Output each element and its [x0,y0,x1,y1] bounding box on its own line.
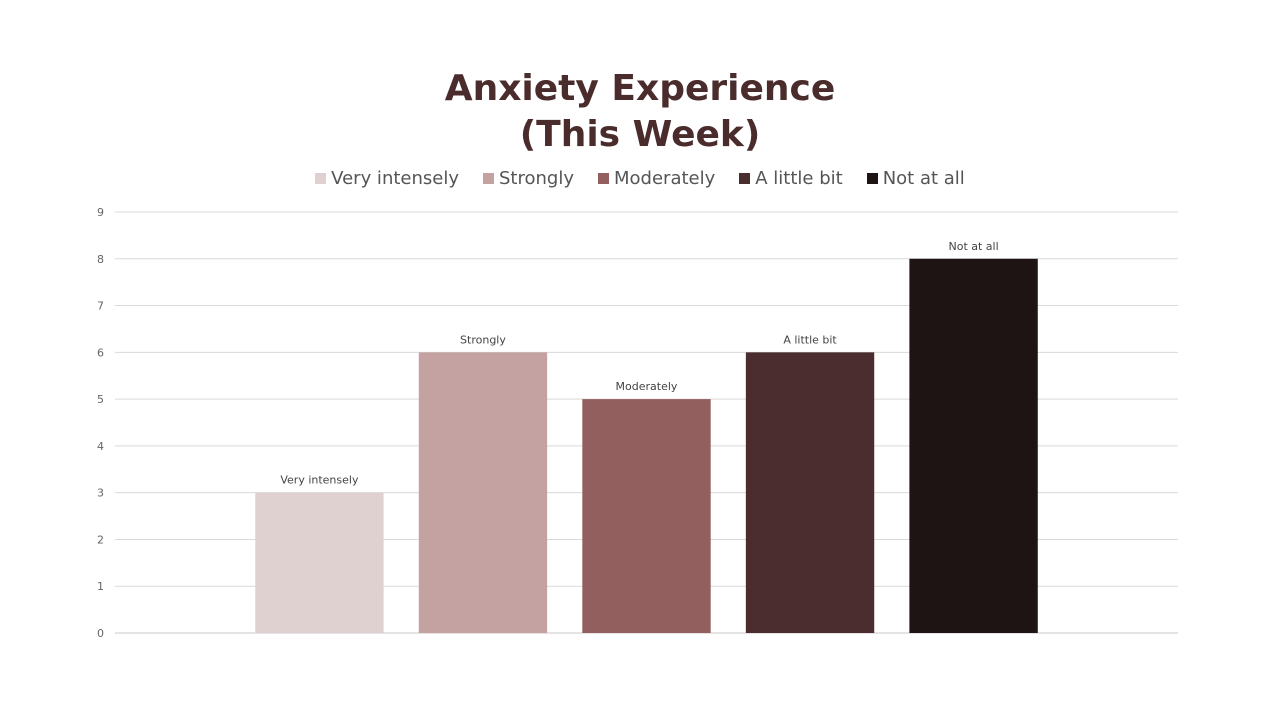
data-label: A little bit [783,333,837,346]
bar-moderately [582,399,711,633]
chart-title-line-2: (This Week) [519,114,761,155]
data-label: Not at all [948,240,998,253]
legend-item-strongly: Strongly [483,168,574,189]
legend-swatch [483,173,494,184]
chart-title: Anxiety Experience (This Week) [0,66,1280,158]
legend-swatch [866,173,878,184]
y-tick-label: 7 [97,300,104,313]
y-tick-label: 3 [97,487,104,500]
legend-swatch [598,173,609,184]
legend-item-very-intensely: Very intensely [315,168,459,189]
legend-label: Not at all [882,168,965,189]
y-tick-label: 8 [97,253,104,266]
y-tick-label: 9 [97,206,104,219]
legend-label: Moderately [614,168,716,189]
data-label: Strongly [460,333,506,346]
bar-very-intensely [255,492,384,633]
y-tick-label: 4 [97,440,104,453]
y-tick-label: 2 [97,533,104,546]
bar-strongly [418,352,548,633]
legend-item-not-at-all: Not at all [866,168,965,189]
data-label: Moderately [616,380,678,393]
legend-item-moderately: Moderately [598,168,715,189]
legend-swatch [739,173,751,184]
y-tick-label: 5 [97,393,104,406]
bar-not-at-all [909,258,1038,633]
data-label: Very intensely [280,474,359,487]
legend-swatch [315,173,327,184]
bar-a-little-bit [745,352,875,633]
legend-label: A little bit [755,168,843,189]
legend-label: Very intensely [331,168,459,189]
legend-label: Strongly [499,168,574,189]
legend-item-a-little-bit: A little bit [739,168,843,189]
y-tick-label: 6 [97,346,104,359]
chart-legend: Very intensely Strongly Moderately A lit… [0,168,1280,189]
y-tick-label: 0 [97,627,104,640]
chart-title-line-1: Anxiety Experience [444,68,836,109]
y-tick-label: 1 [97,580,104,593]
